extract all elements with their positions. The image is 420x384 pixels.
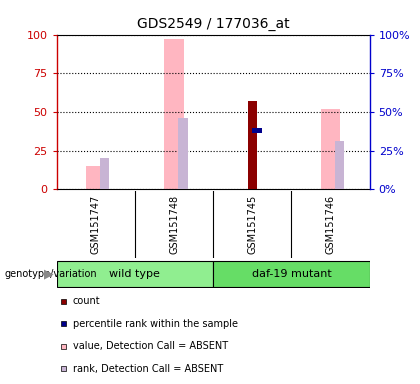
Text: GSM151748: GSM151748 [169, 195, 179, 254]
Text: count: count [73, 296, 100, 306]
Text: rank, Detection Call = ABSENT: rank, Detection Call = ABSENT [73, 364, 223, 374]
Title: GDS2549 / 177036_at: GDS2549 / 177036_at [137, 17, 289, 31]
Bar [100, 158, 109, 189]
Bar [252, 128, 262, 133]
Bar [164, 39, 184, 189]
Text: GSM151747: GSM151747 [91, 195, 101, 255]
Bar [178, 118, 188, 189]
Text: value, Detection Call = ABSENT: value, Detection Call = ABSENT [73, 341, 228, 351]
Bar [321, 109, 340, 189]
Bar [247, 101, 257, 189]
Bar [213, 261, 370, 288]
Text: wild type: wild type [110, 269, 160, 279]
Text: GSM151745: GSM151745 [247, 195, 257, 255]
Text: ▶: ▶ [45, 268, 54, 281]
Text: GSM151746: GSM151746 [326, 195, 336, 254]
Text: percentile rank within the sample: percentile rank within the sample [73, 319, 238, 329]
Bar [86, 166, 105, 189]
Bar [335, 141, 344, 189]
Bar [57, 261, 213, 288]
Text: daf-19 mutant: daf-19 mutant [252, 269, 331, 279]
Text: genotype/variation: genotype/variation [4, 269, 97, 279]
